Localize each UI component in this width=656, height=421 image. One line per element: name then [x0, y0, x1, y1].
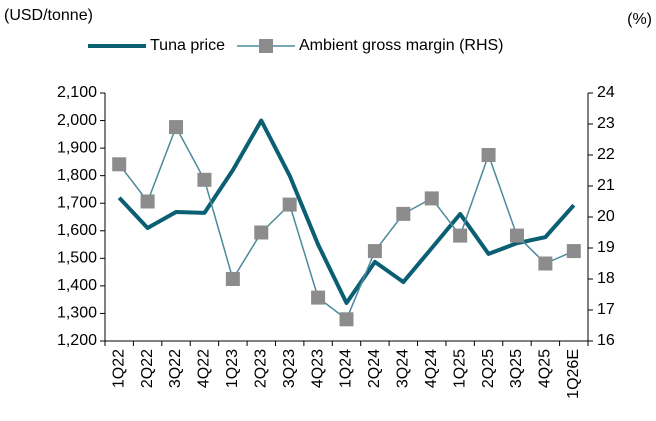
y2-tick-label: 19	[597, 239, 615, 256]
marker	[566, 244, 581, 259]
marker	[254, 225, 269, 240]
legend-label: Tuna price	[150, 37, 225, 54]
x-tick-label: 1Q22	[110, 349, 127, 388]
y2-tick-label: 16	[597, 332, 615, 349]
x-tick-label: 3Q23	[281, 349, 298, 388]
x-tick-label: 4Q24	[423, 349, 440, 388]
marker	[481, 148, 496, 162]
y-axis-label: (USD/tonne)	[4, 7, 93, 24]
x-tick-label: 1Q26E	[565, 349, 582, 399]
marker	[424, 191, 439, 206]
y-tick-label: 1,300	[57, 305, 97, 322]
legend-marker	[259, 39, 273, 53]
marker	[112, 157, 127, 172]
x-tick-label: 3Q24	[395, 349, 412, 388]
y-tick-label: 1,800	[57, 167, 97, 184]
y2-axis-label: (%)	[627, 11, 652, 28]
y-tick-label: 1,200	[57, 332, 97, 349]
x-tick-label: 2Q24	[366, 349, 383, 388]
y-tick-label: 1,500	[57, 250, 97, 267]
y-tick-label: 2,000	[57, 112, 97, 129]
marker	[169, 120, 184, 135]
series-line	[117, 118, 576, 305]
y2-tick-label: 18	[597, 270, 615, 287]
y-tick-label: 1,400	[57, 277, 97, 294]
legend-label: Ambient gross margin (RHS)	[299, 37, 504, 54]
x-tick-label: 2Q23	[252, 349, 269, 388]
marker	[538, 256, 553, 271]
marker	[282, 197, 297, 212]
y2-tick-label: 17	[597, 301, 615, 318]
x-tick-label: 3Q25	[508, 349, 525, 388]
x-tick-label: 4Q25	[537, 349, 554, 388]
x-tick-label: 1Q23	[224, 349, 241, 388]
marker	[453, 228, 468, 243]
y2-tick-label: 20	[597, 208, 615, 225]
y-tick-label: 1,600	[57, 222, 97, 239]
x-tick-label: 4Q22	[196, 349, 213, 388]
marker	[140, 194, 155, 209]
marker	[396, 206, 411, 221]
marker	[367, 244, 382, 259]
x-tick-label: 1Q24	[338, 349, 355, 388]
marker	[197, 172, 212, 187]
y2-tick-label: 21	[597, 177, 615, 194]
y2-tick-label: 23	[597, 115, 615, 132]
marker	[509, 228, 524, 243]
marker	[339, 312, 354, 327]
y2-tick-label: 24	[597, 84, 615, 101]
x-tick-label: 2Q22	[139, 349, 156, 388]
x-tick-label: 1Q25	[451, 349, 468, 388]
marker	[225, 272, 240, 286]
y-tick-label: 1,900	[57, 139, 97, 156]
y-tick-label: 2,100	[57, 84, 97, 101]
x-tick-label: 3Q22	[167, 349, 184, 388]
marker	[311, 290, 326, 305]
y-tick-label: 1,700	[57, 194, 97, 211]
x-tick-label: 4Q23	[309, 349, 326, 388]
y2-tick-label: 22	[597, 146, 615, 163]
series-line	[118, 126, 575, 321]
x-tick-label: 2Q25	[480, 349, 497, 388]
